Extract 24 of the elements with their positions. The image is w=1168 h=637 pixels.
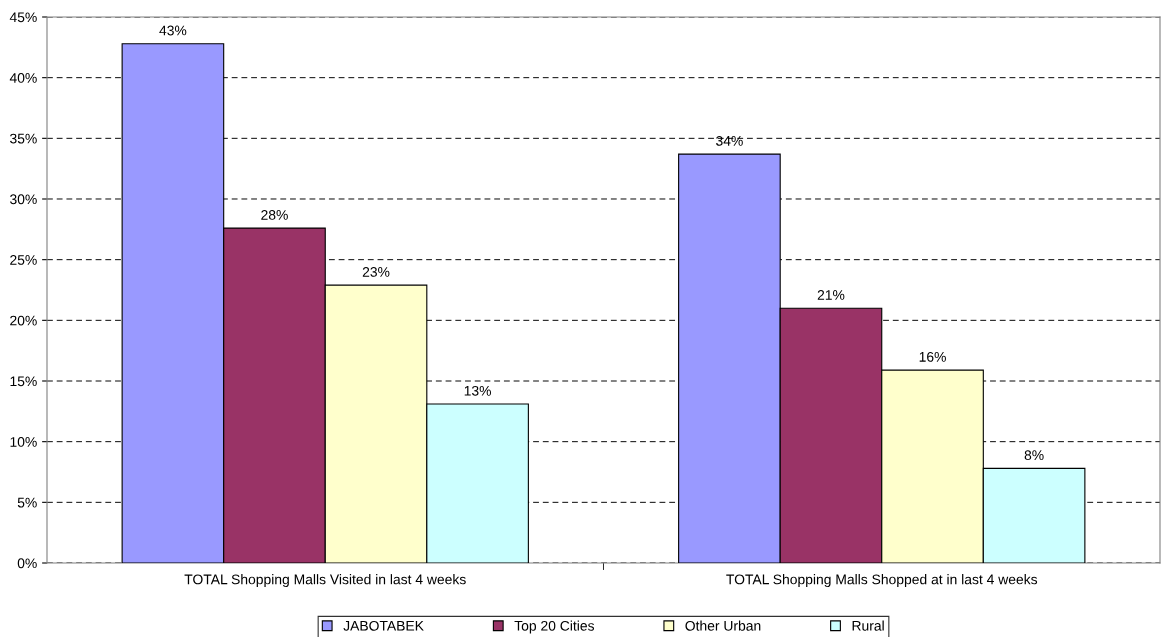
y-tick-label: 10% [10,437,37,447]
y-tick-label: 45% [9,12,37,23]
x-tick-label: TOTAL Shopping Malls Shopped at in last 4 weeks [726,574,1038,588]
y-tick-label: 40% [9,73,37,83]
y-tick-label: 0% [17,558,37,569]
data-label: 21% [817,290,845,300]
y-tick-label: 5% [17,497,37,508]
legend-label: JABOTABEK [343,620,424,631]
data-label: 23% [362,267,390,277]
legend-label: Rural [852,620,884,631]
y-tick-label: 30% [10,194,37,205]
legend-label: Other Urban [685,620,761,631]
x-tick-label: TOTAL Shopping Malls Visited in last 4 weeks [184,574,466,588]
y-tick-label: 35% [10,133,37,144]
y-tick-label: 25% [10,255,37,265]
data-label: 34% [716,135,743,146]
y-tick-label: 15% [10,376,37,387]
data-label: 16% [919,351,946,362]
data-label: 43% [159,25,187,36]
legend-label: Top 20 Cities [514,620,595,634]
y-tick-label: 20% [10,315,37,326]
data-label: 28% [261,209,288,220]
data-label: 13% [464,385,491,396]
data-label: 8% [1024,450,1044,461]
